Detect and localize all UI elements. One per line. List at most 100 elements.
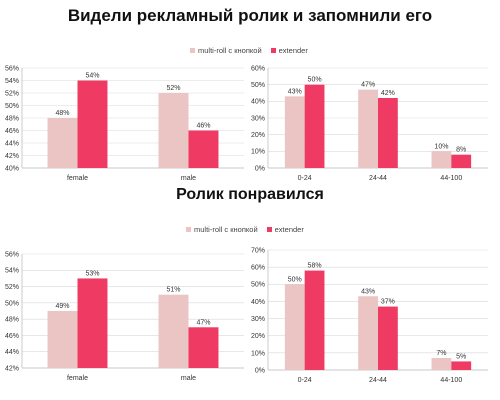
bar-multiroll-0-24 bbox=[284, 96, 305, 168]
chart-liked-gender: 42% 44% 46% 48% 50% 52% 54% 56% 49% 53% female 51% 4… bbox=[5, 251, 244, 382]
y-tick-label: 20% bbox=[251, 132, 265, 139]
bar-extender-female bbox=[77, 278, 108, 368]
y-tick-label: 50% bbox=[251, 82, 265, 89]
data-label: 43% bbox=[361, 288, 375, 295]
y-tick-label: 10% bbox=[251, 350, 265, 357]
bar-multiroll-24-44 bbox=[358, 89, 378, 168]
bar-extender-44-100 bbox=[451, 361, 472, 370]
chart-seen-age: 0% 10% 20% 30% 40% 50% 60% 43% 50% 0-24 47% 42% 24-4… bbox=[251, 65, 488, 182]
y-tick-label: 40% bbox=[251, 99, 265, 106]
x-category-label: 44-100 bbox=[440, 175, 462, 182]
chart-seen-gender: 40% 42% 44% 46% 48% 50% 52% 54% 56% 48% 54% female 5… bbox=[5, 65, 244, 182]
y-tick-label: 42% bbox=[5, 365, 19, 372]
legend-bottom: multi-roll с кнопкой extender bbox=[186, 225, 304, 234]
x-category-label: female bbox=[67, 175, 88, 182]
legend-label-series2: extender bbox=[274, 225, 304, 234]
legend-item-series1: multi-roll с кнопкой bbox=[190, 46, 262, 55]
data-label: 47% bbox=[361, 82, 375, 89]
bar-multiroll-female bbox=[47, 118, 78, 168]
legend-top: multi-roll с кнопкой extender bbox=[190, 46, 308, 55]
data-label: 50% bbox=[308, 77, 322, 84]
bar-multiroll-24-44 bbox=[358, 296, 378, 370]
x-category-label: male bbox=[181, 175, 196, 182]
x-category-label: 0-24 bbox=[298, 175, 312, 182]
data-label: 42% bbox=[381, 90, 395, 97]
y-tick-label: 54% bbox=[5, 78, 19, 85]
data-label: 7% bbox=[436, 350, 446, 357]
x-category-label: 24-44 bbox=[369, 175, 387, 182]
legend-label-series1: multi-roll с кнопкой bbox=[198, 46, 262, 55]
y-tick-label: 0% bbox=[255, 165, 265, 172]
legend-swatch-series2 bbox=[270, 48, 276, 53]
bar-multiroll-male bbox=[158, 294, 189, 368]
y-tick-label: 10% bbox=[251, 149, 265, 156]
chart-liked-age: 0% 10% 20% 30% 40% 50% 60% 70% 50% 58% 0-24 43% 37% 2… bbox=[251, 247, 488, 384]
y-tick-label: 48% bbox=[5, 115, 19, 122]
y-tick-label: 52% bbox=[5, 90, 19, 97]
y-tick-label: 30% bbox=[251, 115, 265, 122]
bar-extender-24-44 bbox=[378, 306, 398, 370]
y-tick-label: 50% bbox=[5, 103, 19, 110]
chart-section-title: Видели рекламный ролик и запомнили его bbox=[67, 6, 433, 25]
bar-extender-male bbox=[188, 327, 219, 368]
data-label: 50% bbox=[288, 276, 302, 283]
y-tick-label: 40% bbox=[251, 299, 265, 306]
data-label: 51% bbox=[167, 287, 181, 294]
bar-multiroll-44-100 bbox=[431, 358, 452, 370]
y-tick-label: 52% bbox=[5, 284, 19, 291]
data-label: 52% bbox=[167, 85, 181, 92]
x-category-label: 44-100 bbox=[440, 377, 462, 384]
legend-label-series1: multi-roll с кнопкой bbox=[194, 225, 258, 234]
y-tick-label: 30% bbox=[251, 316, 265, 323]
data-label: 49% bbox=[56, 303, 70, 310]
legend-swatch-series1 bbox=[186, 227, 191, 232]
legend-label-series2: extender bbox=[278, 46, 308, 55]
data-label: 48% bbox=[56, 110, 70, 117]
data-label: 8% bbox=[456, 147, 466, 154]
legend-item-series2: extender bbox=[270, 46, 308, 55]
x-category-label: 24-44 bbox=[369, 377, 387, 384]
y-tick-label: 56% bbox=[5, 251, 19, 258]
data-label: 53% bbox=[85, 270, 99, 277]
data-label: 46% bbox=[196, 123, 210, 130]
legend-item-series2: extender bbox=[266, 225, 304, 234]
y-tick-label: 44% bbox=[5, 140, 19, 147]
legend-swatch-series1 bbox=[190, 48, 195, 53]
y-tick-label: 42% bbox=[5, 153, 19, 160]
bar-extender-0-24 bbox=[304, 270, 325, 370]
data-label: 37% bbox=[381, 299, 395, 306]
bar-multiroll-female bbox=[47, 311, 78, 368]
y-tick-label: 48% bbox=[5, 317, 19, 324]
y-tick-label: 50% bbox=[251, 282, 265, 289]
bar-multiroll-44-100 bbox=[431, 151, 452, 168]
x-category-label: 0-24 bbox=[298, 377, 312, 384]
y-tick-label: 46% bbox=[5, 333, 19, 340]
bar-extender-female bbox=[77, 80, 108, 168]
bar-extender-0-24 bbox=[304, 84, 325, 168]
data-label: 58% bbox=[308, 263, 322, 270]
y-tick-label: 44% bbox=[5, 349, 19, 356]
data-label: 54% bbox=[85, 73, 99, 80]
x-category-label: female bbox=[67, 375, 88, 382]
y-tick-label: 60% bbox=[251, 265, 265, 272]
bar-extender-male bbox=[188, 130, 219, 168]
bar-extender-44-100 bbox=[451, 154, 472, 168]
data-label: 10% bbox=[434, 143, 448, 150]
y-tick-label: 50% bbox=[5, 300, 19, 307]
y-tick-label: 0% bbox=[255, 367, 265, 374]
x-category-label: male bbox=[181, 375, 196, 382]
chart-section-title-2: Ролик понравился bbox=[176, 186, 324, 203]
y-tick-label: 20% bbox=[251, 333, 265, 340]
legend-item-series1: multi-roll с кнопкой bbox=[186, 225, 258, 234]
data-label: 43% bbox=[288, 88, 302, 95]
bar-multiroll-0-24 bbox=[284, 284, 305, 370]
y-tick-label: 40% bbox=[5, 165, 19, 172]
y-tick-label: 54% bbox=[5, 268, 19, 275]
y-tick-label: 70% bbox=[251, 247, 265, 254]
y-tick-label: 60% bbox=[251, 65, 265, 72]
data-label: 47% bbox=[196, 319, 210, 326]
y-tick-label: 56% bbox=[5, 65, 19, 72]
bar-extender-24-44 bbox=[378, 98, 398, 168]
bar-multiroll-male bbox=[158, 93, 189, 168]
legend-swatch-series2 bbox=[266, 227, 272, 232]
